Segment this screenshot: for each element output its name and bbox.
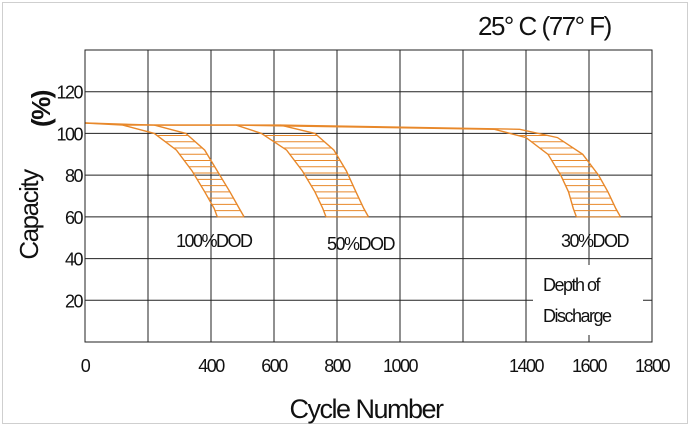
y-tick-label: 120 bbox=[56, 83, 83, 103]
y-tick-label: 20 bbox=[65, 291, 84, 311]
x-tick-label: 800 bbox=[324, 356, 351, 376]
plot-border bbox=[84, 49, 653, 343]
annotation-100-dod: 100%DOD bbox=[176, 231, 253, 251]
annotation-30-dod: 30%DOD bbox=[561, 231, 630, 251]
series-upper-curve bbox=[280, 124, 622, 218]
annotation-50-dod: 50%DOD bbox=[327, 234, 396, 254]
y-tick-label: 60 bbox=[65, 208, 84, 228]
legend-discharge: Discharge bbox=[543, 306, 612, 326]
tick-labels: 20 40 60 80 100 120 0 400 600 800 1000 1400 1600 1800 bbox=[56, 83, 672, 376]
y-tick-label: 40 bbox=[65, 250, 84, 270]
x-tick-label: 1800 bbox=[635, 356, 671, 376]
depth-of-discharge-box bbox=[533, 265, 643, 335]
series-lower-curve bbox=[122, 124, 327, 218]
y-axis-label: Capacity bbox=[14, 169, 44, 260]
x-tick-label: 600 bbox=[261, 356, 288, 376]
series-upper-curve bbox=[84, 122, 245, 218]
x-tick-label: 400 bbox=[198, 356, 225, 376]
y-axis-unit-label: (%) bbox=[26, 90, 56, 127]
series-lower-curve bbox=[236, 124, 578, 218]
series-upper-curve bbox=[154, 124, 370, 218]
x-tick-label: 1600 bbox=[572, 356, 608, 376]
x-tick-label: 0 bbox=[81, 356, 91, 376]
legend-depth-of: Depth of bbox=[543, 275, 602, 295]
y-tick-label: 80 bbox=[65, 166, 84, 186]
x-axis-label: Cycle Number bbox=[289, 394, 444, 424]
capacity-curves bbox=[84, 122, 622, 218]
hatch-fill bbox=[157, 135, 621, 218]
series-lower-curve bbox=[84, 122, 218, 218]
x-tick-label: 1000 bbox=[383, 356, 419, 376]
chart-frame bbox=[2, 2, 688, 424]
x-tick-label: 1400 bbox=[509, 356, 545, 376]
y-tick-label: 100 bbox=[56, 124, 83, 144]
chart-title: 25° C (77° F) bbox=[478, 11, 612, 41]
